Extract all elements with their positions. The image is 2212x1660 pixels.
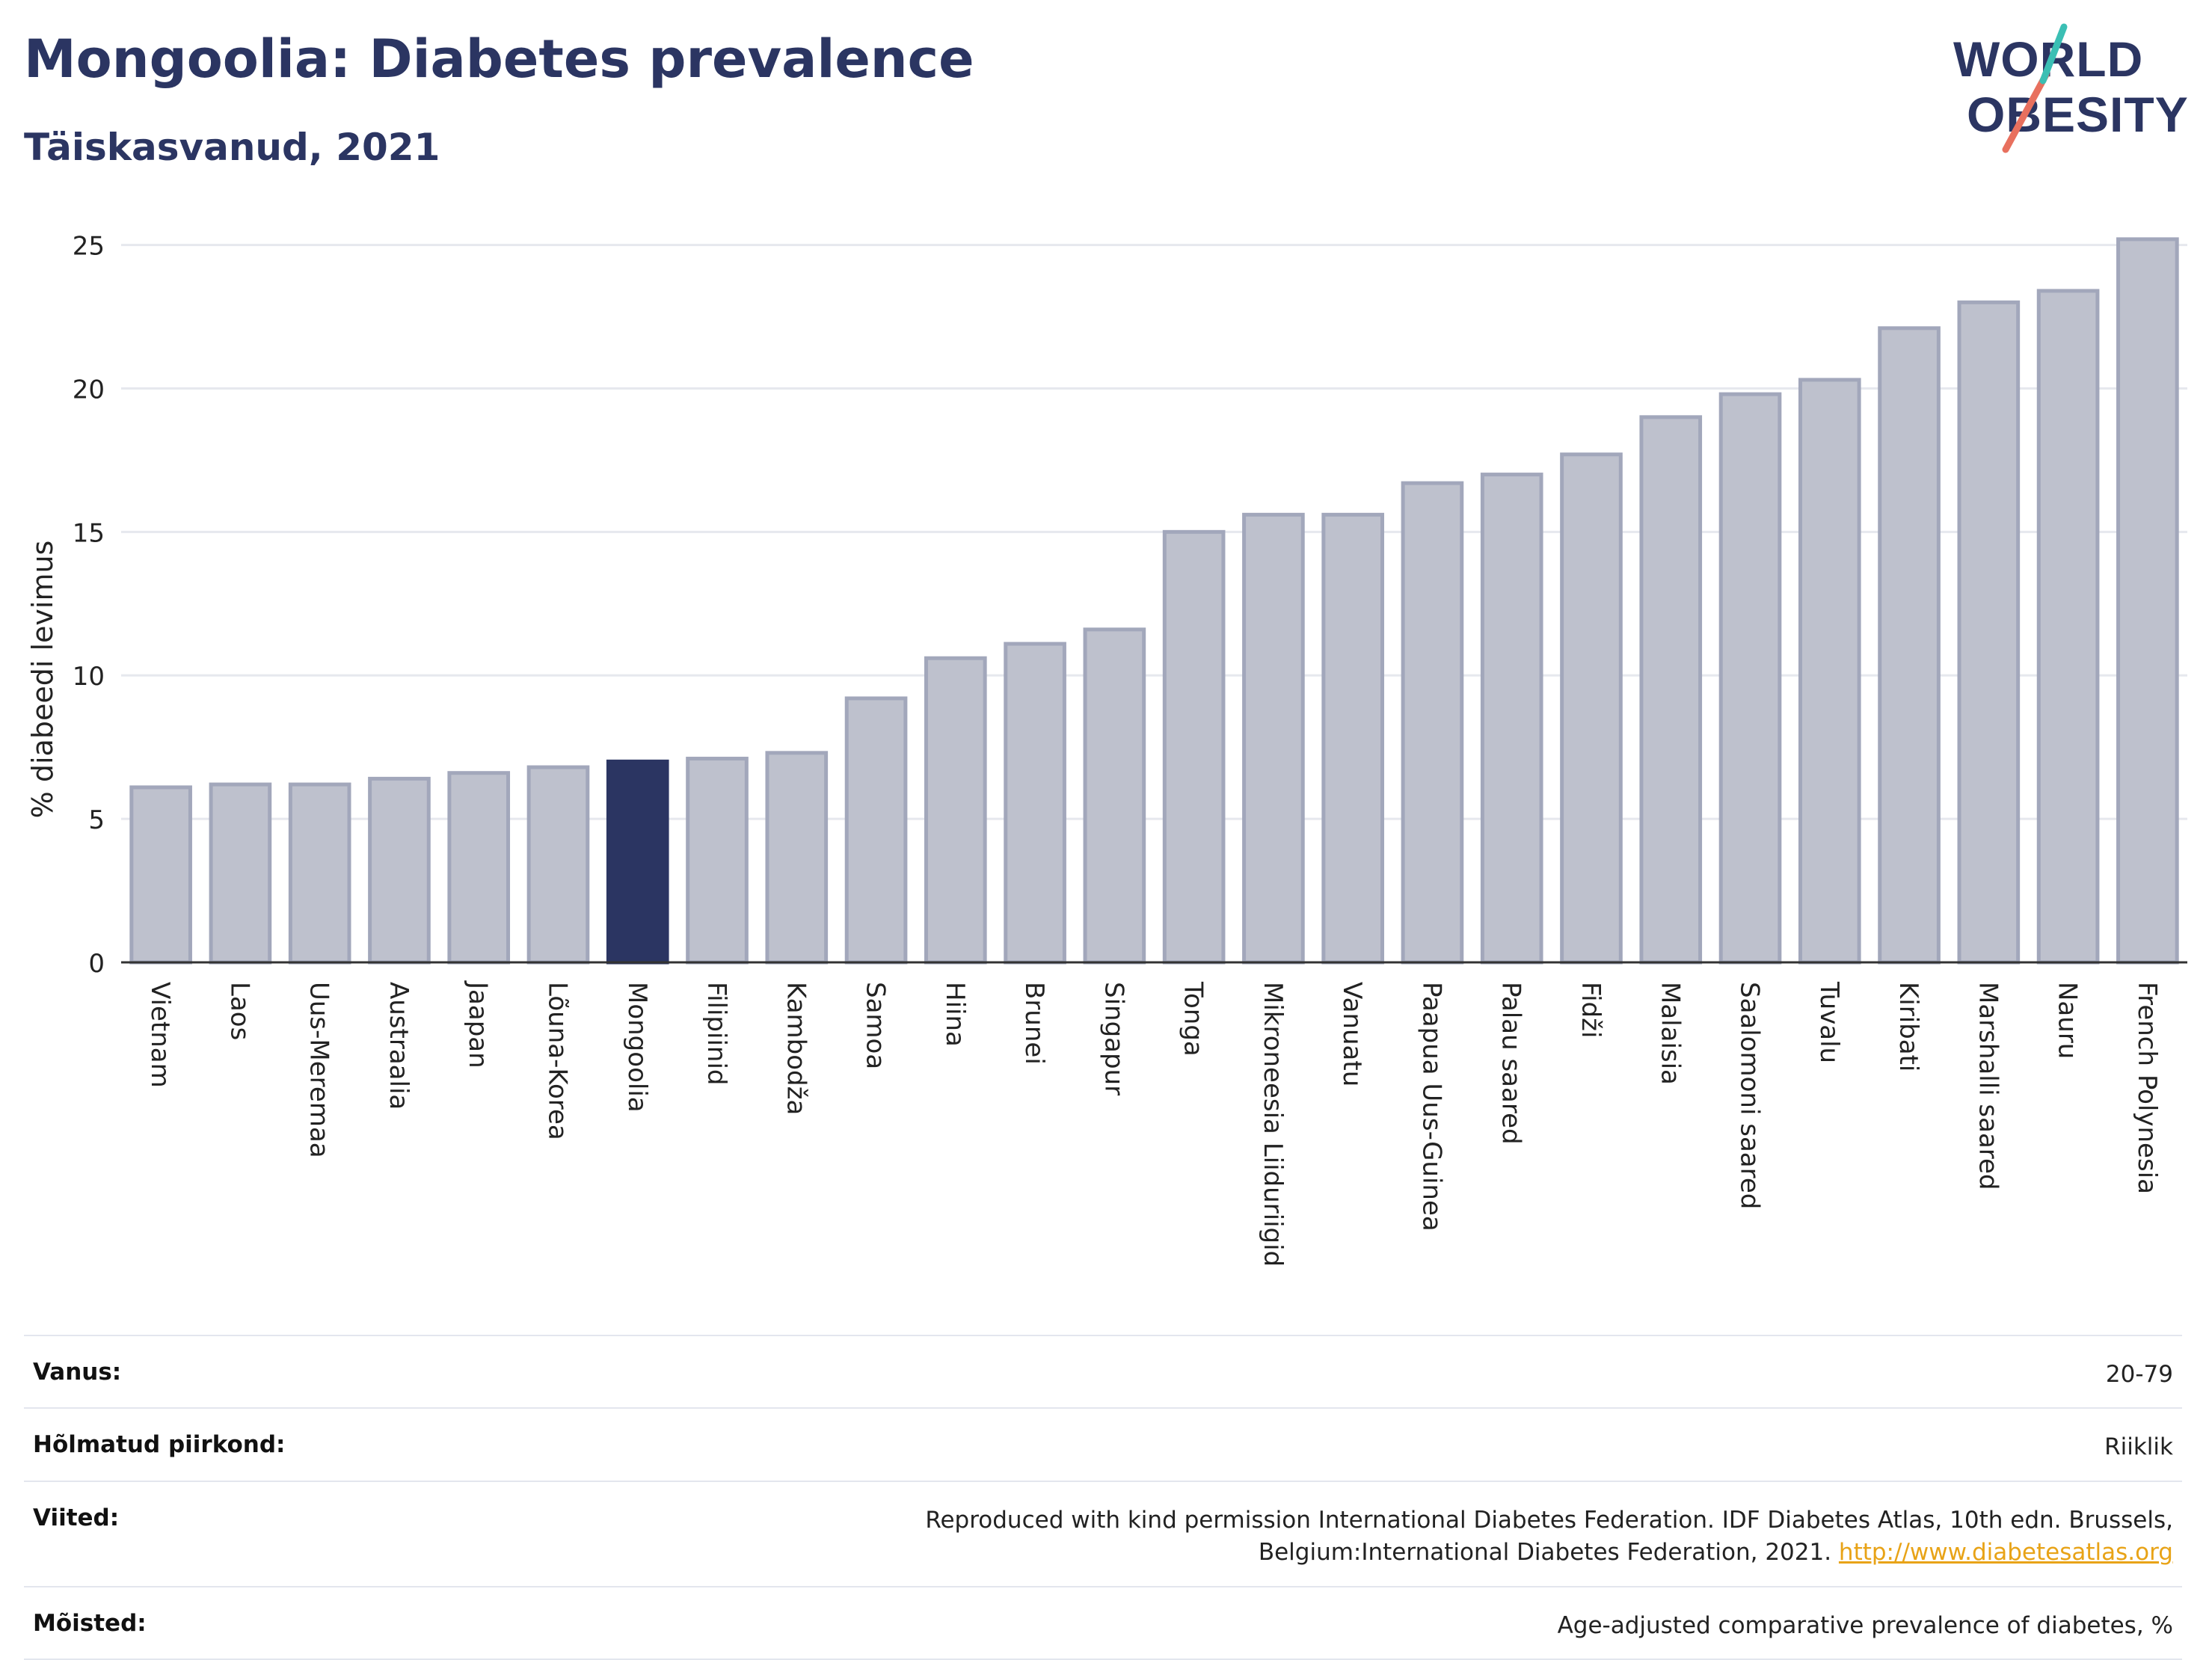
meta-row-definitions: Mõisted: Age-adjusted comparative preval… — [24, 1585, 2182, 1660]
meta-row-age: Vanus: 20-79 — [24, 1335, 2182, 1407]
x-tick-label: Hiina — [940, 982, 970, 1047]
bar — [447, 771, 511, 965]
y-tick-label: 10 — [73, 662, 105, 692]
x-tick-label: Jaapan — [463, 980, 493, 1069]
y-tick-label: 0 — [88, 949, 105, 979]
bar-chart: 0 5 10 15 20 25 Vietnam Laos Uus-Meremaa Austraa… — [26, 232, 2187, 1267]
meta-age-value: 20-79 — [2105, 1361, 2173, 1388]
x-tick-label: Tonga — [1179, 981, 1208, 1057]
x-tick-label: Fidži — [1576, 982, 1606, 1038]
x-tick-label: Brunei — [1019, 982, 1049, 1065]
x-tick-labels: Vietnam Laos Uus-Meremaa Austraalia Jaapan Lõ… — [145, 980, 2162, 1267]
bar — [2036, 289, 2100, 965]
metadata-table: Vanus: 20-79 Hõlmatud piirkond: Riiklik … — [24, 1335, 2182, 1660]
x-tick-label: Vietnam — [145, 982, 175, 1088]
diabetes-atlas-link[interactable]: http://www.diabetesatlas.org — [1838, 1539, 2173, 1567]
y-tick-label: 5 — [88, 805, 105, 835]
bar — [1718, 392, 1782, 965]
bar — [765, 751, 829, 965]
bar — [1560, 452, 1623, 965]
x-tick-label: Nauru — [2053, 982, 2083, 1059]
chart-title: Mongoolia: Diabetes prevalence — [24, 28, 974, 90]
bar — [924, 656, 987, 965]
y-tick-label: 15 — [73, 518, 105, 548]
x-tick-label: Austraalia — [384, 982, 414, 1110]
bar — [1480, 473, 1543, 965]
x-tick-label: Vanuatu — [1337, 982, 1367, 1086]
x-tick-label: Laos — [224, 982, 254, 1040]
logo-line2: OBESITY — [1967, 87, 2189, 142]
meta-row-references: Viited: Reproduced with kind permission … — [24, 1480, 2182, 1586]
x-tick-label: Singapur — [1099, 982, 1128, 1095]
meta-refs-value: Reproduced with kind permission Internat… — [678, 1504, 2173, 1570]
y-tick-label: 25 — [73, 232, 105, 262]
x-tick-label: Saalomoni saared — [1735, 982, 1765, 1209]
x-tick-label: Kambodža — [781, 982, 811, 1115]
x-tick-label: Mongoolia — [622, 982, 652, 1113]
bar — [1957, 300, 2021, 965]
x-tick-label: Paapua Uus-Guinea — [1416, 982, 1446, 1232]
meta-defs-label: Mõisted: — [33, 1609, 147, 1637]
bar — [686, 757, 749, 965]
bar — [1162, 529, 1226, 965]
bar — [129, 785, 192, 965]
meta-row-region: Hõlmatud piirkond: Riiklik — [24, 1407, 2182, 1480]
bar — [2116, 237, 2179, 965]
meta-age-label: Vanus: — [33, 1359, 122, 1386]
y-tick-label: 20 — [73, 375, 105, 405]
bar-highlighted — [606, 759, 669, 965]
bars — [129, 237, 2179, 965]
bar — [1798, 378, 1861, 965]
bar — [209, 782, 272, 965]
x-tick-label: Filipiinid — [701, 982, 731, 1085]
world-obesity-logo: WORLD OBESITY — [1953, 23, 2189, 153]
meta-refs-label: Viited: — [33, 1504, 120, 1531]
bar — [1401, 481, 1464, 965]
bar — [1242, 512, 1305, 965]
bar — [1321, 512, 1384, 965]
meta-region-label: Hõlmatud piirkond: — [33, 1431, 286, 1459]
x-tick-label: Kiribati — [1893, 982, 1923, 1072]
bar — [1004, 642, 1066, 965]
x-tick-label: Palau saared — [1496, 982, 1526, 1145]
bar — [844, 696, 908, 965]
x-tick-label: French Polynesia — [2132, 982, 2162, 1194]
x-tick-label: Marshalli saared — [1973, 982, 2003, 1190]
bar — [1639, 415, 1703, 965]
y-axis-label: % diabeedi levimus — [26, 541, 59, 819]
grid-lines — [121, 244, 2187, 820]
x-tick-label: Uus-Meremaa — [304, 982, 334, 1158]
bar — [1878, 326, 1941, 965]
meta-refs-text: Reproduced with kind permission Internat… — [925, 1506, 2173, 1567]
bar — [526, 765, 590, 965]
x-tick-label: Tuvalu — [1814, 981, 1844, 1063]
bar — [288, 782, 351, 965]
chart-subtitle: Täiskasvanud, 2021 — [24, 126, 440, 169]
y-tick-labels: 0 5 10 15 20 25 — [73, 232, 105, 979]
x-tick-label: Malaisia — [1655, 982, 1685, 1085]
x-tick-label: Lõuna-Korea — [542, 982, 572, 1140]
x-tick-label: Mikroneesia Liiduriigid — [1258, 982, 1288, 1267]
bar — [368, 776, 431, 965]
meta-defs-value: Age-adjusted comparative prevalence of d… — [1557, 1611, 2173, 1639]
meta-region-value: Riiklik — [2104, 1433, 2173, 1461]
x-tick-label: Samoa — [861, 982, 891, 1069]
bar — [1083, 627, 1146, 965]
